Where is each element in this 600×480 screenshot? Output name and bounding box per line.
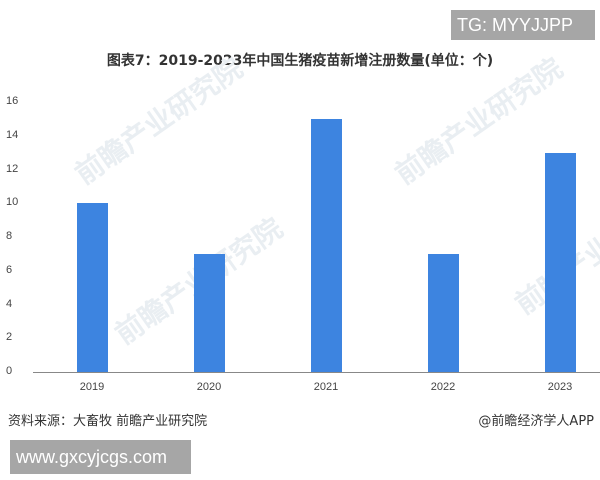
y-tick-label: 6 — [6, 263, 13, 276]
y-tick-label: 2 — [6, 331, 13, 344]
bar-2023 — [545, 152, 576, 372]
source-note: 资料来源：大畜牧 前瞻产业研究院 — [8, 414, 208, 429]
y-tick-label: 12 — [6, 162, 19, 175]
y-tick-label: 8 — [6, 230, 13, 242]
chart-title: 图表7：2019-2023年中国生猪疫苗新增注册数量(单位：个) — [106, 53, 494, 69]
x-tick-label: 2020 — [196, 381, 222, 393]
x-axis-line — [33, 372, 600, 373]
y-tick-label: 10 — [6, 196, 19, 209]
y-tick-label: 14 — [6, 128, 19, 141]
bar-2020 — [194, 253, 225, 372]
y-tick-label: 4 — [6, 297, 13, 310]
bar-2022 — [428, 253, 459, 372]
x-tick-label: 2019 — [79, 381, 105, 393]
x-tick-label: 2022 — [430, 381, 456, 393]
tg-watermark-label: TG: MYYJJPP — [451, 10, 595, 40]
credit-note: @前瞻经济学人APP — [478, 414, 594, 429]
bar-2021 — [311, 118, 342, 372]
x-tick-label: 2021 — [313, 381, 339, 393]
url-watermark: www.gxcyjcgs.com — [10, 440, 191, 474]
y-tick-label: 16 — [6, 95, 19, 107]
bar-2019 — [77, 203, 108, 372]
x-tick-label: 2023 — [547, 381, 573, 393]
y-tick-label: 0 — [6, 365, 13, 377]
